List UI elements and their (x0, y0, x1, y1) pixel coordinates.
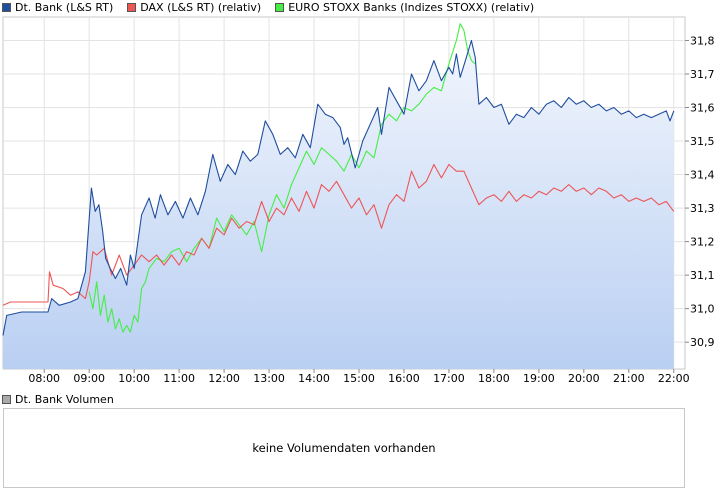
y-tick-label: 31,7 (690, 68, 715, 81)
y-tick-label: 31,2 (690, 236, 715, 249)
x-tick-label: 20:00 (568, 372, 600, 385)
chart-legend: Dt. Bank (L&S RT) DAX (L&S RT) (relativ)… (2, 0, 548, 14)
legend-item-euro-stoxx-banks[interactable]: EURO STOXX Banks (Indizes STOXX) (relati… (275, 1, 534, 14)
x-tick-label: 17:00 (433, 372, 465, 385)
legend-swatch-dax (127, 2, 137, 12)
x-tick-label: 13:00 (253, 372, 285, 385)
y-tick-label: 31,6 (690, 102, 715, 115)
y-tick-label: 31,8 (690, 34, 715, 47)
legend-swatch-euro-stoxx-banks (275, 2, 285, 12)
price-chart[interactable]: 08:00 09:00 10:00 11:00 12:00 13:00 14:00 15:00… (0, 0, 726, 392)
x-tick-label: 18:00 (478, 372, 510, 385)
x-tick-label: 16:00 (388, 372, 420, 385)
y-tick-label: 30,9 (690, 336, 715, 349)
volume-legend-swatch (2, 394, 11, 404)
x-tick-label: 22:00 (658, 372, 690, 385)
x-tick-label: 08:00 (28, 372, 60, 385)
x-tick-label: 12:00 (208, 372, 240, 385)
volume-panel: keine Volumendaten vorhanden (3, 408, 685, 488)
y-tick-label: 31,4 (690, 169, 715, 182)
legend-label-dax: DAX (L&S RT) (relativ) (140, 0, 262, 14)
legend-item-dax[interactable]: DAX (L&S RT) (relativ) (127, 1, 261, 14)
x-tick-label: 15:00 (343, 372, 375, 385)
x-tick-label: 10:00 (118, 372, 150, 385)
legend-label-dt-bank: Dt. Bank (L&S RT) (15, 0, 114, 14)
volume-legend: Dt. Bank Volumen (2, 392, 114, 406)
legend-label-euro-stoxx-banks: EURO STOXX Banks (Indizes STOXX) (relati… (288, 0, 535, 14)
series-line-dax[interactable] (2, 163, 675, 306)
area-fill-layer (3, 40, 674, 369)
y-tick-label: 31,3 (690, 202, 715, 215)
x-tick-label: 09:00 (73, 372, 105, 385)
y-tick-label: 31,5 (690, 135, 715, 148)
series-line-dt-bank[interactable] (2, 39, 675, 336)
legend-swatch-dt-bank (2, 2, 11, 12)
volume-empty-message: keine Volumendaten vorhanden (252, 441, 436, 455)
x-tick-label: 21:00 (613, 372, 645, 385)
x-tick-label: 14:00 (298, 372, 330, 385)
x-tick-label: 11:00 (163, 372, 195, 385)
series-lines (2, 23, 675, 336)
legend-item-dt-bank[interactable]: Dt. Bank (L&S RT) (2, 1, 113, 14)
y-tick-label: 31,0 (690, 303, 715, 316)
volume-legend-label: Dt. Bank Volumen (15, 392, 114, 406)
x-axis-ticks: 08:00 09:00 10:00 11:00 12:00 13:00 14:00 15:00… (28, 369, 690, 385)
y-tick-label: 31,1 (690, 269, 715, 282)
y-axis-ticks: 30,9 31,0 31,1 31,2 31,3 31,4 31,5 31,6 31,7 31,8 (685, 34, 715, 349)
series-line-euro-stoxx-banks[interactable] (88, 23, 476, 333)
series-area-fill (3, 40, 674, 369)
x-tick-label: 19:00 (523, 372, 555, 385)
